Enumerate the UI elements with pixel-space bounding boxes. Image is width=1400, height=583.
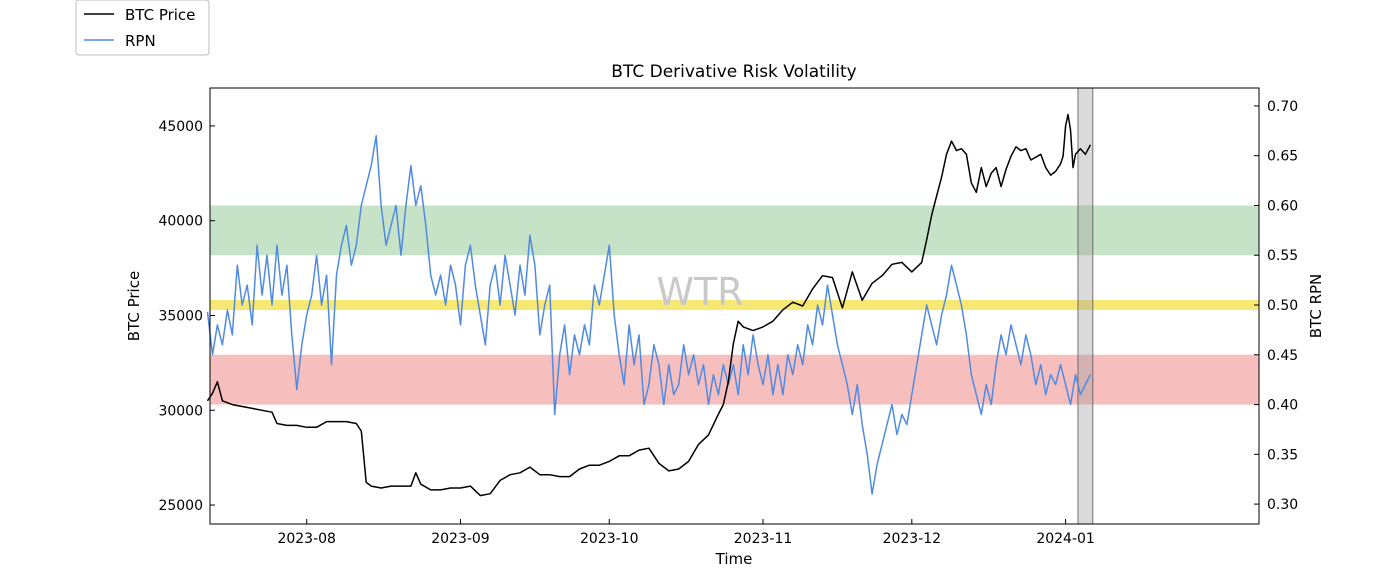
y-left-tick-label: 25000 [158, 498, 203, 514]
y-axis-left: 25000 30000 35000 40000 45000 [158, 119, 215, 514]
x-tick-label: 2023-09 [431, 531, 490, 547]
plot-frame [209, 87, 1260, 525]
series-layer [206, 113, 1092, 497]
x-tick-label: 2024-01 [1036, 531, 1095, 547]
y-right-tick-label: 0.40 [1267, 398, 1298, 414]
watermark: WTR [656, 270, 743, 314]
green-band [210, 205, 1259, 256]
y-left-tick-label: 35000 [158, 308, 203, 324]
y-left-tick-label: 40000 [158, 214, 203, 230]
x-tick-label: 2023-08 [277, 531, 336, 547]
y-left-tick-label: 45000 [158, 119, 203, 135]
bands-layer [210, 205, 1259, 405]
y-right-tick-label: 0.30 [1267, 497, 1298, 513]
y-right-tick-label: 0.35 [1267, 447, 1298, 463]
y-left-tick-label: 30000 [158, 403, 203, 419]
series-line-rpn [206, 135, 1092, 495]
legend-label-btc-price: BTC Price [125, 6, 195, 24]
y-right-tick-label: 0.65 [1267, 149, 1298, 165]
y-right-tick-label: 0.70 [1267, 99, 1298, 115]
y-axis-right: 0.30 0.35 0.40 0.45 0.50 0.55 0.60 0.65 0.70 [1254, 99, 1298, 513]
y-right-tick-label: 0.50 [1267, 298, 1298, 314]
x-tick-label: 2023-11 [734, 531, 793, 547]
x-tick-label: 2023-10 [580, 531, 639, 547]
y-axis-label-left: BTC Price [125, 271, 143, 341]
y-right-tick-label: 0.60 [1267, 198, 1298, 214]
y-axis-label-right: BTC RPN [1307, 274, 1325, 339]
y-right-tick-label: 0.45 [1267, 348, 1298, 364]
yellow-band [210, 300, 1259, 310]
red-band [210, 354, 1259, 405]
y-right-tick-label: 0.55 [1267, 248, 1298, 264]
x-axis-label: Time [715, 550, 753, 568]
x-tick-label: 2023-12 [883, 531, 942, 547]
legend: BTC Price RPN [75, 0, 210, 56]
x-axis: 2023-08 2023-09 2023-10 2023-11 2023-12 2024-… [277, 519, 1095, 547]
chart-title: BTC Derivative Risk Volatility [611, 62, 856, 82]
legend-label-rpn: RPN [125, 32, 156, 50]
series-line-btc-price [206, 113, 1092, 497]
